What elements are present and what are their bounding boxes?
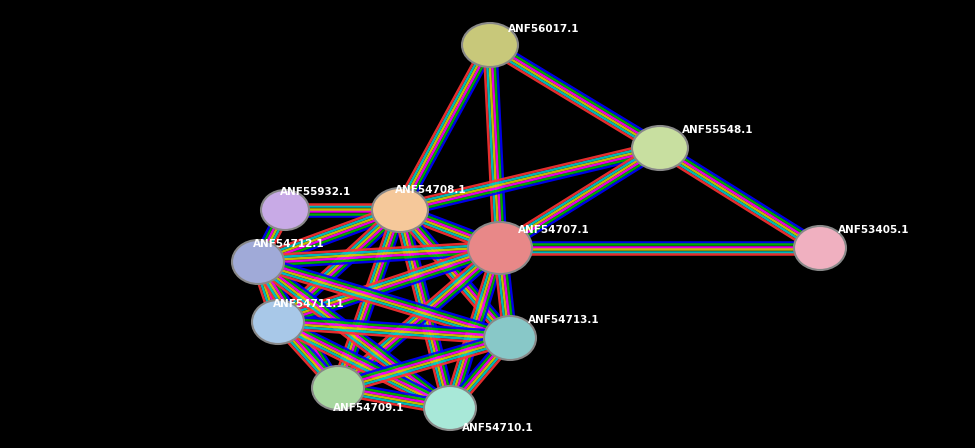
Ellipse shape: [632, 126, 688, 170]
Ellipse shape: [484, 316, 536, 360]
Text: ANF54709.1: ANF54709.1: [333, 403, 405, 413]
Ellipse shape: [794, 226, 846, 270]
Ellipse shape: [424, 386, 476, 430]
Ellipse shape: [312, 366, 364, 410]
Text: ANF55932.1: ANF55932.1: [280, 187, 351, 197]
Ellipse shape: [468, 222, 532, 274]
Ellipse shape: [232, 240, 284, 284]
Ellipse shape: [372, 188, 428, 232]
Ellipse shape: [252, 300, 304, 344]
Text: ANF54707.1: ANF54707.1: [518, 225, 590, 235]
Text: ANF56017.1: ANF56017.1: [508, 24, 579, 34]
Text: ANF54708.1: ANF54708.1: [395, 185, 467, 195]
Text: ANF55548.1: ANF55548.1: [682, 125, 754, 135]
Ellipse shape: [462, 23, 518, 67]
Ellipse shape: [261, 190, 309, 230]
Text: ANF54713.1: ANF54713.1: [528, 315, 600, 325]
Text: ANF54712.1: ANF54712.1: [253, 239, 325, 249]
Text: ANF54710.1: ANF54710.1: [462, 423, 533, 433]
Text: ANF54711.1: ANF54711.1: [273, 299, 344, 309]
Text: ANF53405.1: ANF53405.1: [838, 225, 910, 235]
